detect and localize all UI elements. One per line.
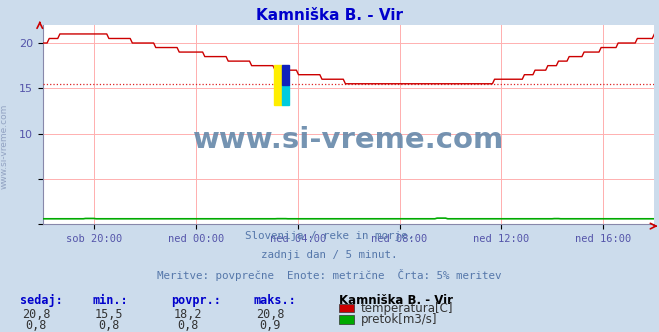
Text: 18,2: 18,2: [173, 308, 202, 321]
Text: Slovenija / reke in morje.: Slovenija / reke in morje.: [245, 231, 414, 241]
Text: 0,8: 0,8: [98, 319, 119, 332]
Text: Kamniška B. - Vir: Kamniška B. - Vir: [339, 294, 453, 307]
Text: zadnji dan / 5 minut.: zadnji dan / 5 minut.: [261, 250, 398, 260]
Text: www.si-vreme.com: www.si-vreme.com: [193, 126, 504, 154]
Text: 20,8: 20,8: [256, 308, 285, 321]
Text: 0,9: 0,9: [260, 319, 281, 332]
Text: Kamniška B. - Vir: Kamniška B. - Vir: [256, 8, 403, 23]
Text: 20,8: 20,8: [22, 308, 51, 321]
Text: maks.:: maks.:: [254, 294, 297, 307]
Text: sedaj:: sedaj:: [20, 294, 63, 307]
Bar: [283, 65, 289, 85]
Text: 15,5: 15,5: [94, 308, 123, 321]
Text: www.si-vreme.com: www.si-vreme.com: [0, 103, 9, 189]
Bar: [283, 85, 289, 105]
Text: povpr.:: povpr.:: [171, 294, 221, 307]
Text: temperatura[C]: temperatura[C]: [360, 301, 453, 315]
Bar: [274, 65, 283, 105]
Text: Meritve: povprečne  Enote: metrične  Črta: 5% meritev: Meritve: povprečne Enote: metrične Črta:…: [158, 269, 501, 281]
Text: 0,8: 0,8: [26, 319, 47, 332]
Text: 0,8: 0,8: [177, 319, 198, 332]
Text: min.:: min.:: [92, 294, 128, 307]
Text: pretok[m3/s]: pretok[m3/s]: [360, 313, 437, 326]
